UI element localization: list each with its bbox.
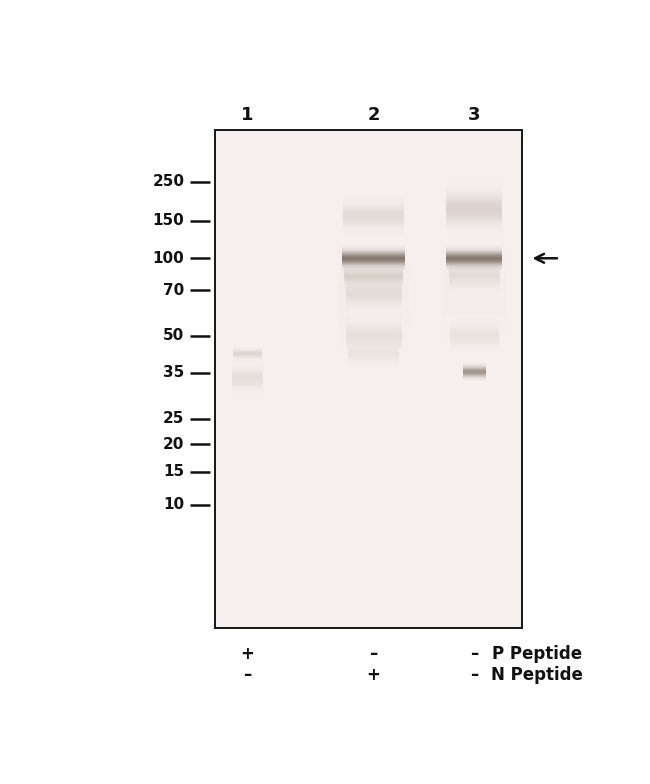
Text: 3: 3 — [468, 106, 480, 124]
Text: 150: 150 — [153, 213, 185, 228]
Text: –: – — [470, 666, 478, 684]
Text: 10: 10 — [163, 497, 185, 512]
Text: 1: 1 — [241, 106, 254, 124]
Text: –: – — [470, 645, 478, 663]
Text: –: – — [369, 645, 378, 663]
Text: –: – — [243, 666, 252, 684]
Text: 70: 70 — [163, 283, 185, 298]
Text: +: + — [240, 645, 254, 663]
Text: +: + — [367, 666, 380, 684]
Text: P Peptide: P Peptide — [492, 645, 582, 663]
Bar — [214, 130, 522, 628]
Text: 50: 50 — [163, 328, 185, 343]
Text: 25: 25 — [163, 412, 185, 426]
Text: 100: 100 — [153, 251, 185, 266]
Text: 20: 20 — [163, 437, 185, 452]
Text: 250: 250 — [153, 174, 185, 189]
Text: 35: 35 — [163, 365, 185, 380]
Text: N Peptide: N Peptide — [491, 666, 582, 684]
Text: 2: 2 — [367, 106, 380, 124]
Text: 15: 15 — [163, 464, 185, 480]
Bar — [214, 130, 522, 628]
